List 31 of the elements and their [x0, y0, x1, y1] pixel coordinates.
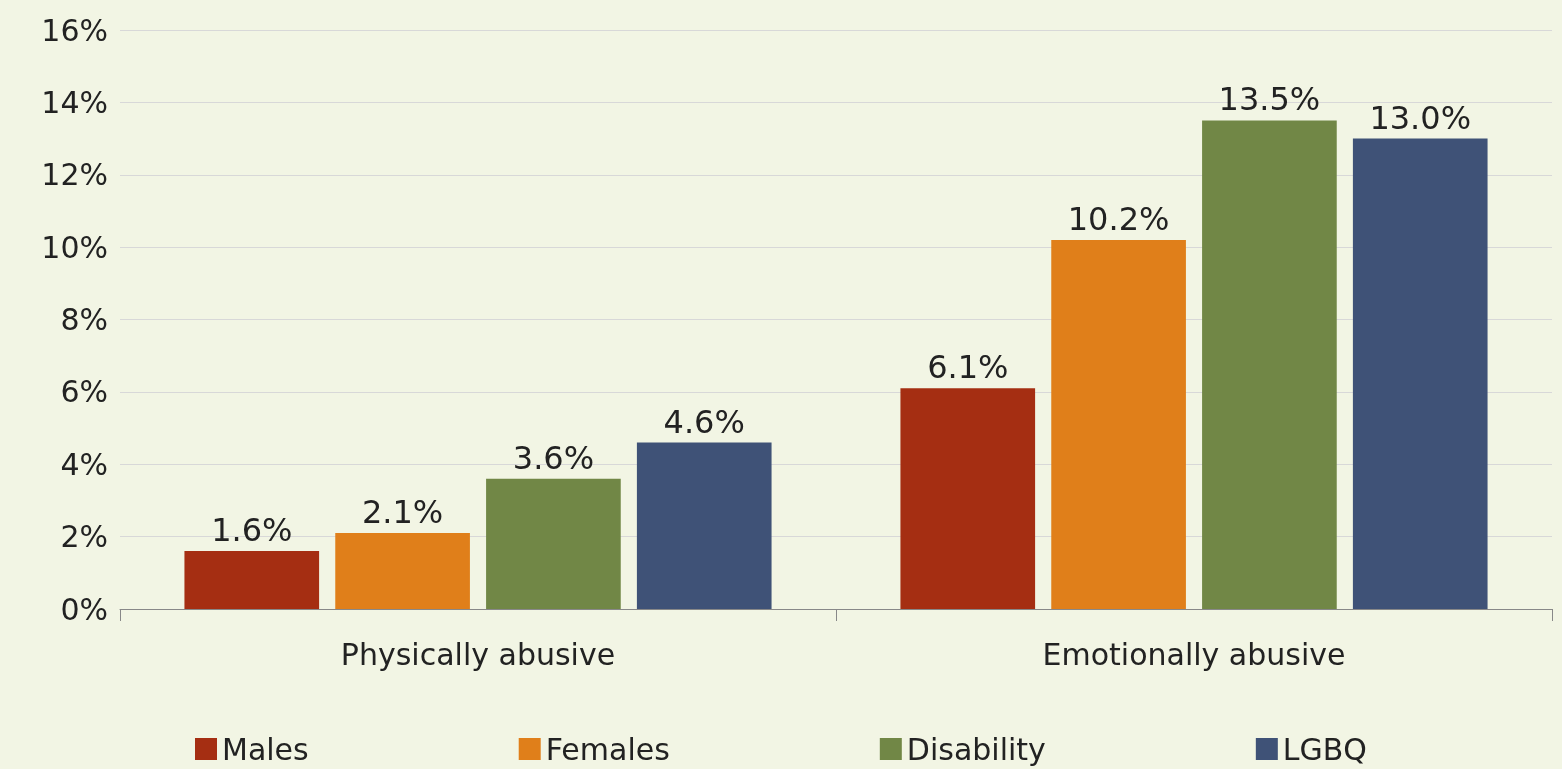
data-label: 13.5%	[1218, 80, 1321, 119]
legend-label: LGBQ	[1282, 731, 1367, 767]
y-tick-label: 2%	[60, 519, 108, 555]
y-tick-label: 10%	[41, 229, 108, 265]
bar	[1202, 120, 1337, 609]
data-label: 4.6%	[663, 402, 745, 441]
data-label: 2.1%	[361, 493, 444, 532]
data-label: 13.0%	[1369, 98, 1472, 137]
legend-label: Females	[545, 731, 670, 767]
data-label: 10.2%	[1067, 199, 1170, 238]
legend-label: Males	[222, 731, 309, 767]
data-label: 6.1%	[927, 348, 1009, 387]
bar	[1352, 138, 1488, 609]
legend-label: Disability	[906, 731, 1046, 767]
y-tick-label: 8%	[60, 302, 108, 337]
y-tick-label: 0%	[60, 591, 108, 627]
data-label: 1.6%	[211, 511, 293, 550]
data-label: 3.6%	[512, 438, 595, 477]
bar	[1051, 239, 1186, 609]
y-tick-label: 6%	[60, 374, 108, 410]
y-tick-label: 14%	[41, 84, 108, 120]
bar	[335, 533, 470, 609]
x-tick-label: Emotionally abusive	[1042, 636, 1346, 672]
y-tick-label: 12%	[41, 157, 108, 193]
bar	[636, 442, 772, 609]
x-tick-label: Physically abusive	[340, 636, 616, 672]
bar	[184, 551, 320, 609]
bar	[486, 478, 621, 609]
y-tick-label: 16%	[41, 12, 108, 48]
bar	[900, 388, 1036, 609]
y-tick-label: 4%	[60, 446, 108, 482]
